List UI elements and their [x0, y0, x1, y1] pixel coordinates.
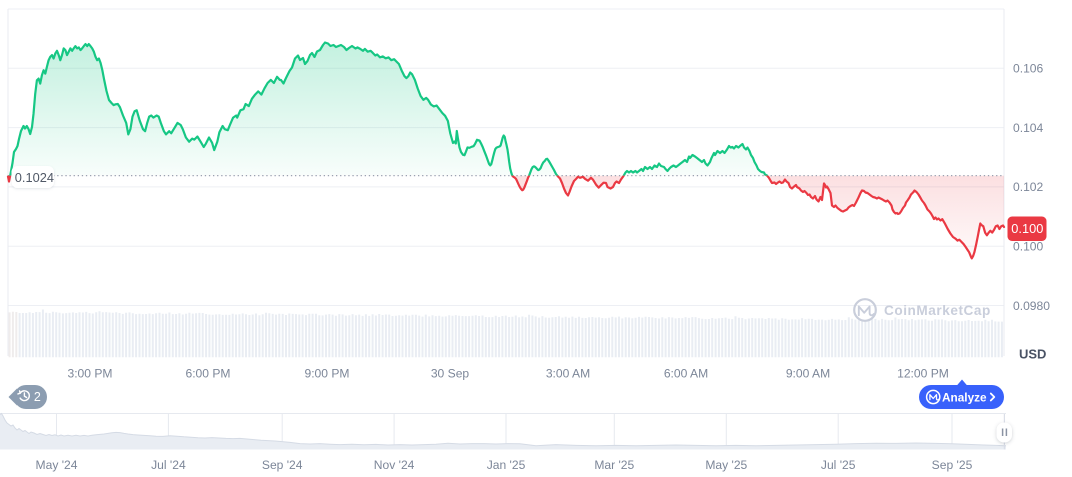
svg-text:Mar '25: Mar '25: [594, 458, 634, 472]
svg-text:3:00 AM: 3:00 AM: [546, 367, 590, 381]
svg-text:Nov '24: Nov '24: [374, 458, 415, 472]
svg-text:Jul '24: Jul '24: [151, 458, 186, 472]
svg-text:30 Sep: 30 Sep: [431, 367, 470, 381]
svg-text:0.102: 0.102: [1013, 180, 1044, 194]
svg-text:6:00 AM: 6:00 AM: [664, 367, 708, 381]
svg-text:Analyze: Analyze: [942, 390, 987, 404]
svg-text:0.0980: 0.0980: [1013, 299, 1050, 313]
svg-text:May '24: May '24: [36, 458, 78, 472]
svg-text:Sep '24: Sep '24: [262, 458, 303, 472]
svg-text:May '25: May '25: [705, 458, 747, 472]
svg-text:12:00 PM: 12:00 PM: [897, 367, 949, 381]
svg-text:3:00 PM: 3:00 PM: [67, 367, 112, 381]
svg-text:Jan '25: Jan '25: [487, 458, 526, 472]
svg-text:9:00 PM: 9:00 PM: [304, 367, 349, 381]
svg-text:0.100: 0.100: [1013, 240, 1044, 254]
svg-text:0.106: 0.106: [1013, 62, 1044, 76]
svg-text:9:00 AM: 9:00 AM: [786, 367, 830, 381]
svg-text:Jul '25: Jul '25: [821, 458, 856, 472]
svg-text:0.1024: 0.1024: [15, 170, 54, 185]
svg-text:Sep '25: Sep '25: [932, 458, 973, 472]
svg-text:2: 2: [34, 390, 41, 404]
svg-text:CoinMarketCap: CoinMarketCap: [884, 303, 991, 318]
svg-text:6:00 PM: 6:00 PM: [185, 367, 230, 381]
svg-text:0.104: 0.104: [1013, 121, 1044, 135]
svg-text:USD: USD: [1019, 347, 1046, 362]
svg-text:0.100: 0.100: [1011, 221, 1043, 236]
